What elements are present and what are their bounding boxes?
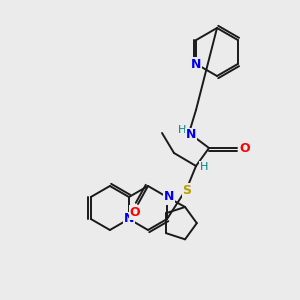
- Text: S: S: [182, 184, 191, 196]
- Text: N: N: [124, 212, 134, 226]
- Text: H: H: [178, 125, 186, 135]
- Text: N: N: [186, 128, 196, 142]
- Text: O: O: [130, 206, 140, 218]
- Text: H: H: [200, 162, 208, 172]
- Text: N: N: [164, 190, 174, 203]
- Text: N: N: [191, 58, 201, 70]
- Text: O: O: [240, 142, 250, 154]
